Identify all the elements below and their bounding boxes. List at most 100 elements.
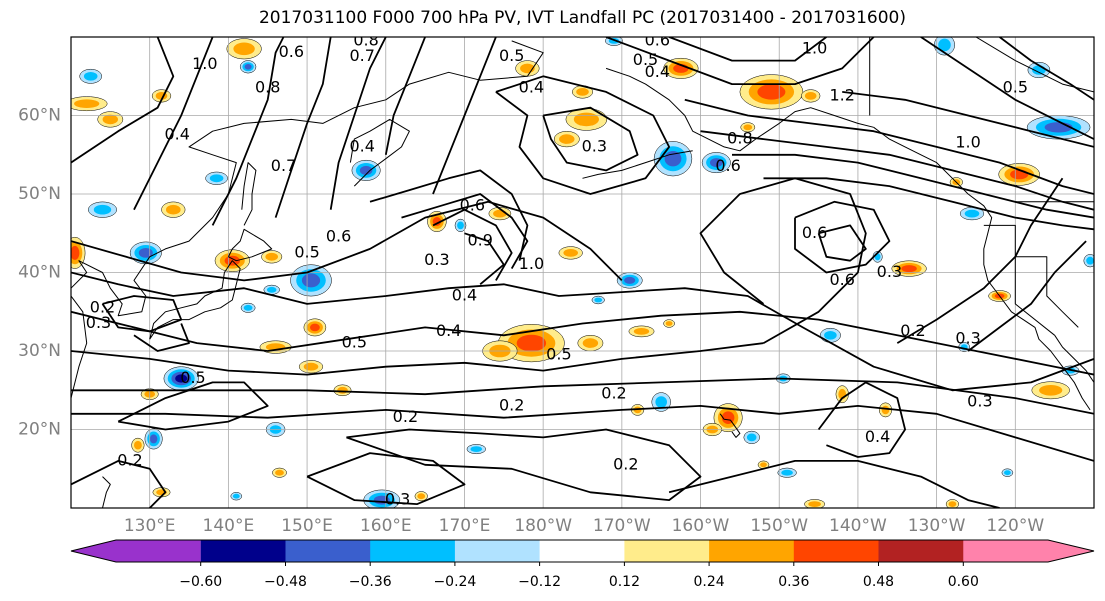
ivt-anomaly-patch	[466, 444, 486, 455]
ivt-shade-level	[563, 249, 578, 257]
ivt-anomaly-patch	[998, 163, 1040, 186]
ivt-shade-level	[209, 174, 224, 183]
pv-contour-line	[346, 428, 702, 501]
ivt-shade-level	[624, 276, 636, 284]
longitude-tick-label: 160°W	[672, 516, 730, 536]
pv-contour-label: 0.3	[877, 262, 902, 281]
colorbar-tick-label: 0.60	[948, 574, 979, 590]
ivt-anomaly-patch	[79, 68, 102, 84]
colorbar-tick-label: −0.60	[179, 574, 222, 590]
ivt-shade-level	[746, 433, 757, 442]
colorbar-segment	[71, 540, 201, 562]
pv-contour-label: 0.8	[255, 78, 280, 97]
ivt-anomaly-patch	[363, 489, 401, 508]
ivt-anomaly-patch	[801, 89, 821, 103]
pv-contour-label: 0.2	[499, 395, 524, 414]
coastline	[1014, 256, 1056, 336]
pv-contour-line	[71, 271, 1094, 392]
ivt-shade-level	[594, 297, 603, 303]
ivt-anomaly-patch	[1001, 468, 1014, 477]
ivt-anomaly-patch	[777, 467, 797, 478]
pv-contour-label: 0.9	[467, 231, 492, 250]
pv-contour-line	[432, 37, 497, 195]
ivt-shade-level	[275, 469, 284, 476]
ivt-anomaly-patch	[959, 207, 985, 221]
ivt-shade-level	[1086, 256, 1094, 265]
ivt-shade-level	[633, 328, 650, 335]
pv-contour-line	[306, 452, 466, 505]
pv-contour-line	[967, 240, 1087, 352]
ivt-anomaly-patch	[239, 60, 257, 74]
coastline	[102, 476, 111, 508]
ivt-shade-level	[804, 92, 817, 100]
ivt-anomaly-patch	[226, 38, 262, 60]
map-frame	[70, 36, 1095, 509]
pv-contour-line	[71, 460, 167, 508]
ivt-shade-level	[743, 124, 753, 131]
pv-contour-line	[700, 130, 1094, 211]
ivt-anomaly-patch	[230, 492, 243, 501]
pv-contour-label: 0.3	[86, 313, 111, 332]
pv-contour-label: 1.0	[802, 38, 827, 57]
pv-contour-label: 0.5	[546, 344, 571, 363]
ivt-anomaly-patch	[616, 272, 643, 289]
latitude-axis: 20°N 30°N 40°N 50°N 60°N	[18, 106, 61, 440]
pv-contour-line	[842, 91, 1094, 148]
ivt-shade-level	[337, 386, 348, 394]
pv-contour-line	[133, 323, 190, 352]
ivt-anomaly-patch	[577, 335, 604, 352]
ivt-shade-level	[265, 252, 279, 261]
pv-contour-label: 0.4	[519, 78, 544, 97]
pv-contour-label: 0.6	[645, 30, 670, 49]
pv-contour-line	[763, 177, 1094, 231]
colorbar-segment	[878, 540, 964, 562]
ivt-anomaly-patch	[1083, 254, 1094, 268]
pv-contour-label: 0.5	[499, 46, 524, 65]
pv-contour-line	[542, 106, 639, 172]
longitude-axis: 130°E 140°E 150°E 160°E 170°E 180°W 170°W 160°W…	[124, 516, 1045, 536]
ivt-shade-level	[964, 209, 980, 218]
pv-contour-label: 0.6	[829, 270, 854, 289]
ivt-anomaly-patch	[71, 96, 108, 112]
ivt-shade-level	[233, 42, 255, 56]
latitude-tick-label: 20°N	[18, 420, 61, 440]
ivt-shade-level	[757, 84, 786, 100]
ivt-anomaly-patch	[565, 108, 608, 131]
ivt-shade-level	[457, 221, 464, 230]
longitude-tick-label: 120°W	[986, 516, 1044, 536]
ivt-anomaly-patch	[263, 284, 280, 295]
pv-contour-label: 1.0	[192, 54, 217, 73]
pv-contour-line	[369, 169, 529, 261]
pv-contour-label: 0.6	[460, 195, 485, 214]
pv-contour-label: 0.7	[271, 156, 296, 175]
colorbar-segment	[793, 540, 879, 562]
pv-contour-line	[464, 232, 505, 285]
ivt-anomaly-patch	[163, 366, 199, 391]
colorbar-tick-label: 0.36	[778, 574, 809, 590]
colorbar-segment	[624, 540, 710, 562]
ivt-shade-level	[232, 493, 240, 499]
pv-contour-label: 0.8	[353, 30, 378, 49]
coastline	[582, 150, 693, 179]
coastline	[349, 118, 410, 187]
colorbar-segment	[963, 540, 1094, 562]
ivt-shade-level	[808, 501, 821, 507]
coastline	[71, 295, 88, 399]
ivt-anomaly-patch	[1031, 381, 1070, 400]
pv-contour-line	[71, 37, 175, 164]
pv-contour-label: 0.2	[393, 407, 418, 426]
pv-contour-line	[817, 224, 867, 262]
ivt-shade-level	[417, 493, 426, 500]
pv-contour-label: 0.4	[645, 62, 670, 81]
ivt-anomaly-patch	[88, 201, 117, 218]
ivt-shade-level	[359, 165, 373, 175]
ivt-shade-level	[301, 273, 321, 288]
pv-contour-label: 1.2	[829, 85, 854, 104]
pv-contour-line	[896, 177, 1064, 344]
pv-contour-line	[71, 310, 1094, 376]
pv-contour-label: 0.6	[715, 156, 740, 175]
colorbar-tick-label: −0.12	[518, 574, 561, 590]
ivt-shade-level	[470, 446, 483, 452]
ivt-shade-level	[243, 304, 253, 311]
pv-contour-label: 0.3	[967, 392, 992, 411]
